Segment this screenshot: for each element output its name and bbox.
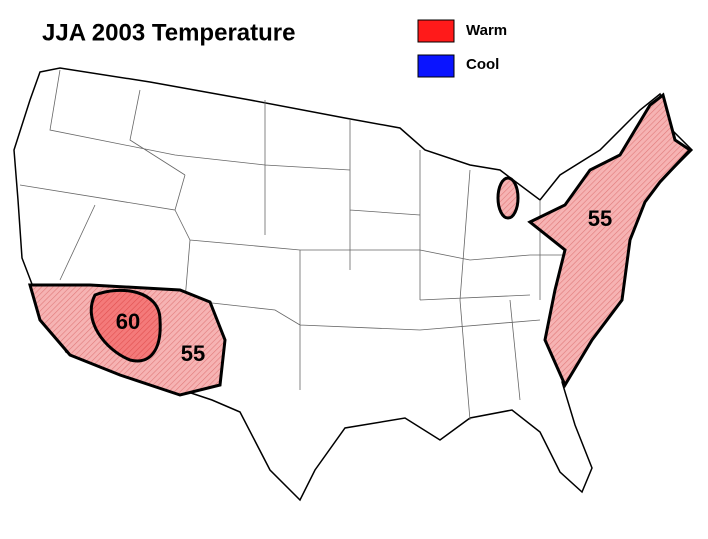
- legend: Warm Cool: [417, 19, 507, 78]
- region-60: [89, 288, 162, 363]
- map-title: JJA 2003 Temperature: [42, 19, 295, 46]
- region-label: 60: [116, 309, 140, 334]
- legend-swatch: [417, 19, 455, 43]
- legend-swatch: [417, 54, 455, 78]
- region-label: 55: [181, 341, 205, 366]
- legend-label: Warm: [466, 22, 507, 39]
- legend-label: Cool: [466, 56, 499, 73]
- region-55: [527, 92, 693, 389]
- region-label: 55: [588, 206, 612, 231]
- anomaly-regions: [28, 92, 693, 397]
